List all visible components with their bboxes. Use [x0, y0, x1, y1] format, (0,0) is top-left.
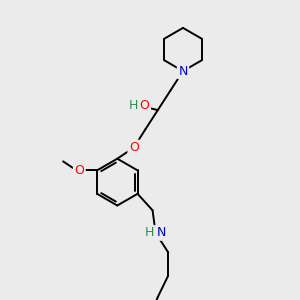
Text: H: H [129, 99, 139, 112]
Text: N: N [178, 64, 188, 78]
Text: O: O [140, 99, 149, 112]
Text: H: H [144, 226, 154, 239]
Text: O: O [129, 141, 139, 154]
Text: N: N [156, 226, 166, 239]
Text: O: O [74, 164, 84, 177]
